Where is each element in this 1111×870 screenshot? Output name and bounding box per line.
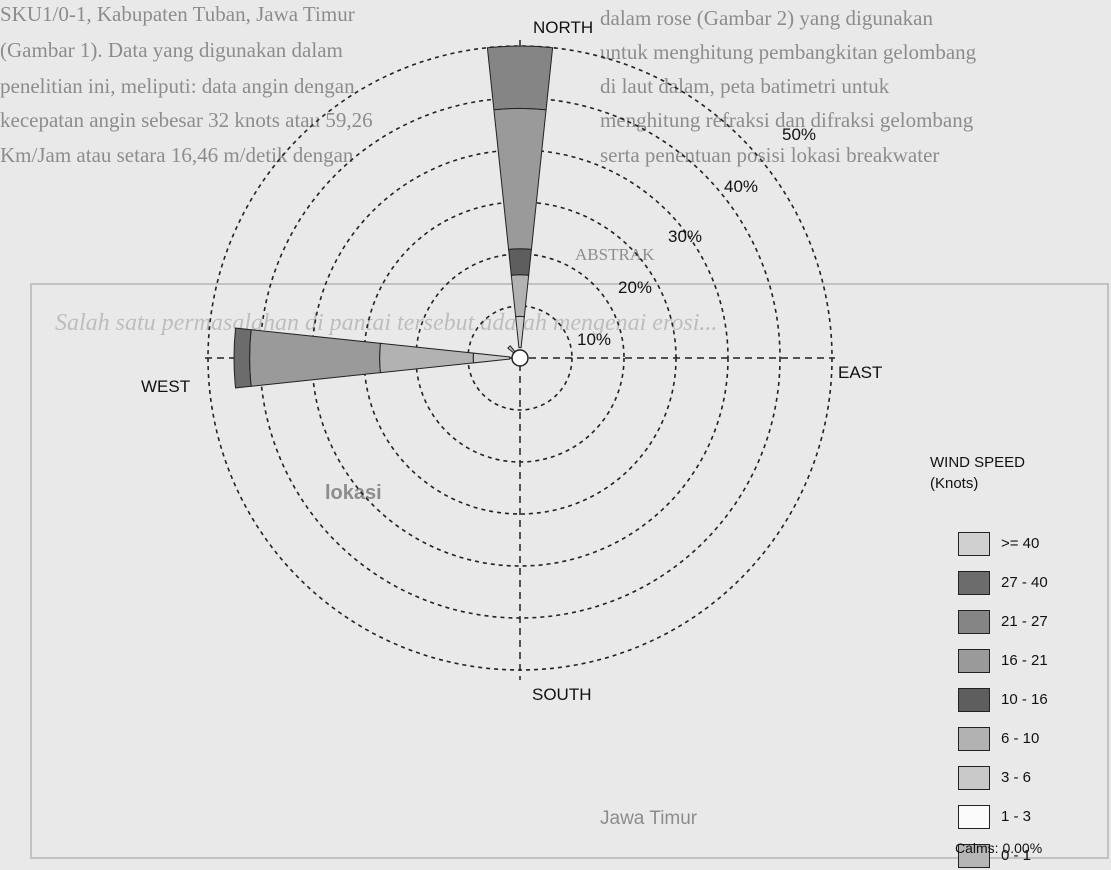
direction-label-north: NORTH <box>533 18 593 37</box>
ring-label-50: 50% <box>782 125 816 144</box>
ring-label-40: 40% <box>724 177 758 196</box>
legend-item: >= 40 <box>958 532 1108 558</box>
legend-item: 6 - 10 <box>958 727 1108 753</box>
legend-swatch <box>958 532 990 556</box>
ring-label-30: 30% <box>668 227 702 246</box>
legend-title-line2: (Knots) <box>930 475 979 492</box>
legend-item: 1 - 3 <box>958 805 1108 831</box>
legend-label: 1 - 3 <box>1001 808 1032 825</box>
ring-label-20: 20% <box>618 278 652 297</box>
legend-item: 27 - 40 <box>958 571 1108 597</box>
legend-label: 0 - 1 <box>1001 847 1032 864</box>
calms-label: Calms: 0.00% <box>955 840 1043 856</box>
sector-N-16-21 <box>493 107 547 250</box>
legend-swatch <box>958 649 990 673</box>
legend-swatch <box>958 805 990 829</box>
legend-swatch <box>958 610 990 634</box>
wind-sectors <box>233 45 554 389</box>
legend-swatch <box>958 571 990 595</box>
legend-swatch <box>958 727 990 751</box>
legend-label: >= 40 <box>1001 535 1040 552</box>
sector-N-10-16 <box>508 248 532 276</box>
legend-label: 27 - 40 <box>1001 574 1048 591</box>
legend-label: 21 - 27 <box>1001 613 1048 630</box>
legend-swatch <box>958 766 990 790</box>
chart-labels: NORTH EAST SOUTH WEST 10% 20% 30% 40% 50… <box>141 18 882 704</box>
legend-title: WIND SPEED (Knots) <box>930 452 1100 494</box>
legend-label: 16 - 21 <box>1001 652 1048 669</box>
ring-label-10: 10% <box>577 330 611 349</box>
legend-item: 16 - 21 <box>958 649 1108 675</box>
direction-label-west: WEST <box>141 377 190 396</box>
legend-title-line1: WIND SPEED <box>930 454 1026 471</box>
legend-item: 21 - 27 <box>958 610 1108 636</box>
legend-label: 10 - 16 <box>1001 691 1048 708</box>
direction-label-east: EAST <box>838 363 882 382</box>
wind-speed-legend: WIND SPEED (Knots) >= 40 27 - 40 21 - 27 16… <box>930 452 1100 868</box>
sector-N-3-6 <box>515 315 525 349</box>
direction-label-south: SOUTH <box>532 685 592 704</box>
sector-N-6-10 <box>510 274 530 318</box>
legend-label: 6 - 10 <box>1001 730 1040 747</box>
sector-W-3-6 <box>472 352 511 364</box>
legend-swatch <box>958 688 990 712</box>
center-circle <box>511 349 529 367</box>
legend-item: 10 - 16 <box>958 688 1108 714</box>
center-marker <box>511 349 529 367</box>
sector-N-21-27 <box>486 45 554 111</box>
sector-W-6-10 <box>379 342 475 374</box>
sector-W-16-21 <box>249 329 381 387</box>
sector-W-27-40 <box>233 327 252 389</box>
legend-item: 3 - 6 <box>958 766 1108 792</box>
legend-label: 3 - 6 <box>1001 769 1032 786</box>
